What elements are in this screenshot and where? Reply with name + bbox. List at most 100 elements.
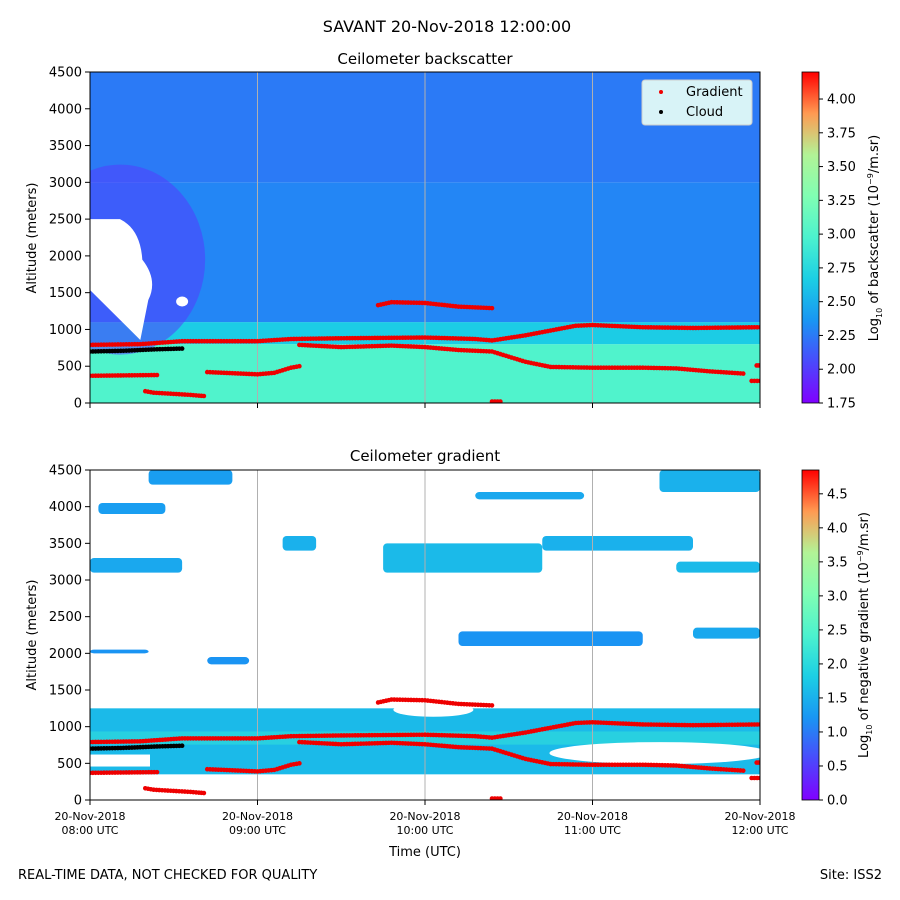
- x-tick-label: 20-Nov-2018: [222, 810, 293, 823]
- legend-cloud-marker: [659, 110, 663, 114]
- backscatter-cbar-label-sup: −9: [866, 173, 875, 185]
- gradient-patch: [458, 631, 643, 646]
- gradient-colorbar: [801, 469, 820, 801]
- gradient-gap: [393, 702, 474, 717]
- y-tick-label: 3000: [49, 574, 82, 589]
- y-tick-label: 4500: [49, 66, 82, 81]
- gradient-patch: [90, 558, 183, 573]
- y-tick-label: 2000: [49, 647, 82, 662]
- legend-gradient-label: Gradient: [686, 85, 743, 100]
- x-tick-label: 12:00 UTC: [731, 824, 788, 837]
- gradient-point: [489, 703, 495, 708]
- colorbar-tick-label: 3.75: [827, 126, 856, 141]
- x-tick-label: 20-Nov-2018: [54, 810, 125, 823]
- colorbar-tick-label: 1.75: [827, 397, 856, 412]
- gradient-panel: Ceilometer gradient 0 500 1000 1500 2000 2500…: [25, 447, 874, 860]
- gradient-point: [757, 760, 760, 765]
- backscatter-cbar-label-log: Log: [867, 318, 882, 341]
- y-tick-label: 4000: [49, 500, 82, 515]
- y-tick-label: 2000: [49, 249, 82, 264]
- gradient-point: [757, 324, 760, 330]
- backscatter-colorbar: [801, 71, 820, 404]
- gradient-y-label: Altitude (meters): [25, 580, 40, 691]
- colorbar-tick-label: 3.5: [827, 555, 848, 570]
- colorbar-tick-label: 2.75: [827, 261, 856, 276]
- colorbar-tick-label: 2.50: [827, 295, 856, 310]
- backscatter-cbar-label-end: /m.sr): [867, 135, 882, 173]
- gradient-cbar-label-end: /m.sr): [857, 512, 872, 550]
- no-data-spot: [176, 296, 189, 307]
- colorbar-tick-label: 4.0: [827, 521, 848, 536]
- figure-title: SAVANT 20-Nov-2018 12:00:00: [323, 17, 571, 36]
- y-tick-label: 1000: [49, 323, 82, 338]
- gradient-cbar-label-log: Log: [857, 735, 872, 758]
- y-tick-label: 0: [74, 794, 82, 809]
- gradient-point: [154, 372, 160, 378]
- gradient-patch: [676, 561, 760, 573]
- gradient-point: [757, 363, 760, 368]
- y-tick-label: 2500: [49, 213, 82, 228]
- gradient-title: Ceilometer gradient: [350, 447, 500, 465]
- colorbar-tick-label: 2.25: [827, 329, 856, 344]
- colorbar-tick-label: 2.00: [827, 363, 856, 378]
- gradient-patch: [148, 470, 233, 485]
- gradient-point: [489, 305, 495, 311]
- gradient-patch: [659, 470, 760, 492]
- gradient-gap: [549, 742, 760, 765]
- gradient-cbar-label-mid: of negative gradient (10: [857, 562, 872, 724]
- gradient-x-label: Time (UTC): [388, 845, 461, 860]
- cloud-point: [179, 346, 185, 351]
- gradient-point: [154, 769, 160, 775]
- cloud-point: [179, 743, 185, 749]
- backscatter-title: Ceilometer backscatter: [337, 50, 513, 68]
- gradient-patch: [693, 627, 760, 639]
- gradient-patch: [383, 543, 543, 573]
- x-tick-label: 20-Nov-2018: [557, 810, 628, 823]
- backscatter-panel: Ceilometer backscatter 0 500 1000 1500 2000 2…: [25, 50, 884, 412]
- gradient-patch: [475, 492, 585, 500]
- gradient-colorbar-label: Log10 of negative gradient (10−9/m.sr): [856, 512, 874, 758]
- y-tick-label: 3500: [49, 537, 82, 552]
- x-tick-label: 11:00 UTC: [564, 824, 621, 837]
- gradient-patch: [282, 536, 317, 551]
- gradient-point: [201, 393, 207, 399]
- y-tick-label: 2500: [49, 610, 82, 625]
- y-tick-label: 4500: [49, 464, 82, 479]
- x-tick-label: 08:00 UTC: [61, 824, 118, 837]
- y-tick-label: 500: [57, 757, 82, 772]
- backscatter-colorbar-label: Log10 of backscatter (10−9/m.sr): [866, 135, 884, 341]
- y-tick-label: 0: [74, 397, 82, 412]
- gradient-point: [297, 363, 302, 369]
- gradient-cbar-label-sub: 10: [865, 725, 874, 735]
- y-tick-label: 1000: [49, 720, 82, 735]
- x-tick-label: 20-Nov-2018: [724, 810, 795, 823]
- legend: Gradient Cloud: [641, 79, 753, 126]
- colorbar-tick-label: 2.5: [827, 623, 848, 638]
- gradient-point: [740, 371, 746, 376]
- colorbar-tick-label: 0.0: [827, 794, 848, 809]
- gradient-cbar-label-sup: −9: [856, 550, 865, 562]
- gradient-point: [201, 790, 207, 796]
- colorbar-tick-label: 4.5: [827, 487, 848, 502]
- gradient-point: [740, 768, 746, 773]
- colorbar-tick-label: 3.50: [827, 160, 856, 175]
- y-tick-label: 3000: [49, 176, 82, 191]
- gradient-patch: [542, 536, 693, 551]
- backscatter-y-label: Altitude (meters): [25, 183, 40, 294]
- site-label: Site: ISS2: [819, 868, 882, 883]
- x-tick-label: 09:00 UTC: [229, 824, 286, 837]
- gradient-point: [498, 796, 503, 800]
- y-tick-label: 3500: [49, 139, 82, 154]
- gradient-patch: [98, 503, 166, 514]
- legend-cloud-label: Cloud: [686, 105, 723, 120]
- colorbar-tick-label: 3.00: [827, 228, 856, 243]
- x-tick-label: 10:00 UTC: [396, 824, 453, 837]
- gradient-point: [757, 722, 760, 727]
- x-tick-label: 20-Nov-2018: [389, 810, 460, 823]
- gradient-point: [757, 775, 760, 781]
- gradient-patch: [90, 649, 149, 654]
- colorbar-tick-label: 1.5: [827, 691, 848, 706]
- gradient-point: [297, 761, 302, 766]
- colorbar-tick-label: 0.5: [827, 759, 848, 774]
